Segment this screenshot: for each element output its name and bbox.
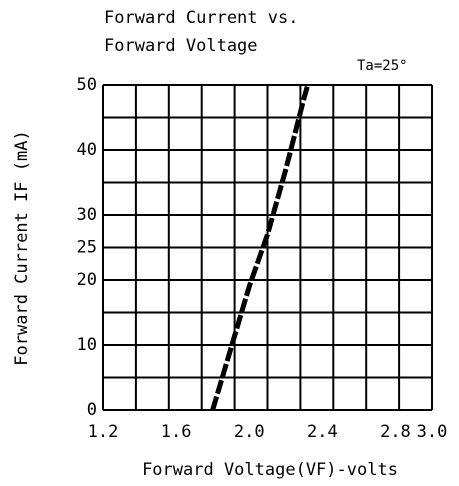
chart-title: Forward Current vs. (104, 8, 298, 28)
y-tick-label: 20 (77, 270, 97, 290)
x-tick-label: 1.6 (161, 422, 192, 442)
x-tick-label: 2.4 (307, 422, 338, 442)
x-tick-label: 2.8 (380, 422, 411, 442)
data-line (210, 84, 311, 411)
y-tick-label: 25 (77, 238, 97, 258)
x-tick-label: 1.2 (88, 422, 119, 442)
x-tick-label: 2.0 (234, 422, 265, 442)
y-tick-label: 0 (87, 400, 97, 420)
x-tick-label: 3.0 (417, 422, 448, 442)
y-tick-label: 40 (77, 140, 97, 160)
y-tick-label: 50 (77, 75, 97, 95)
annotation: Ta=25° (357, 58, 408, 74)
x-axis-label: Forward Voltage(VF)-volts (142, 460, 398, 480)
y-tick-label: 30 (77, 205, 97, 225)
chart-title: Forward Voltage (104, 36, 258, 56)
y-axis-label: Forward Current IF (mA) (12, 130, 32, 365)
y-tick-label: 10 (77, 335, 97, 355)
